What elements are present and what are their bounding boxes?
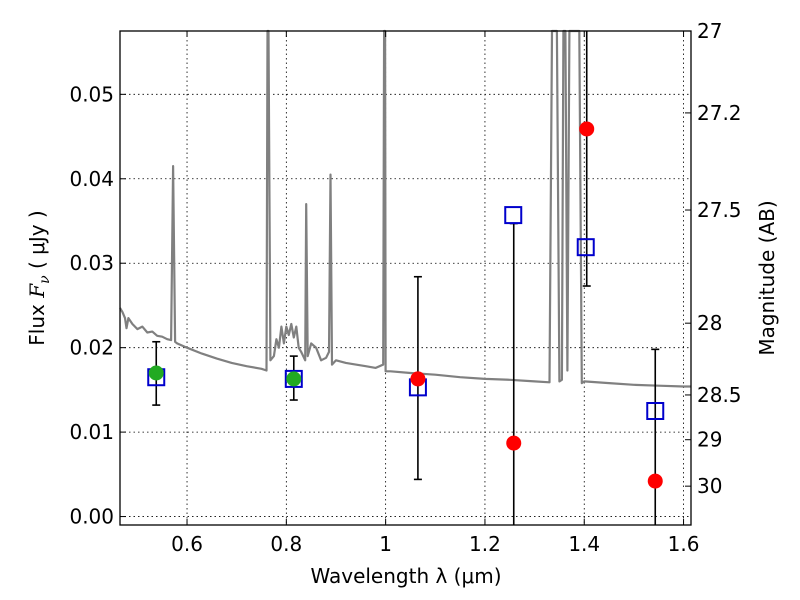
detection-point: [286, 371, 302, 387]
y-tick-label: 0.05: [69, 82, 114, 106]
x-tick-label: 1.6: [668, 532, 700, 556]
x-tick-label: 1.4: [568, 532, 600, 556]
model-photometry-square: [646, 402, 665, 420]
model-spectrum-line: [119, 29, 691, 388]
x-tick-label: 0.8: [270, 532, 302, 556]
model-spectrum: [119, 29, 691, 388]
flux-point: [506, 435, 522, 451]
right-tick-label: 27: [697, 19, 722, 43]
x-axis-title: Wavelength λ (μm): [310, 564, 501, 588]
plot-frame: [119, 30, 692, 526]
ticks: [120, 30, 691, 525]
detection-point: [148, 365, 164, 381]
right-tick-label: 29: [697, 428, 722, 452]
grid: [120, 31, 691, 525]
y-tick-label: 0.00: [69, 505, 114, 529]
x-tick-label: 1: [379, 532, 392, 556]
right-tick-label: 28: [697, 311, 722, 335]
right-tick-label: 27.5: [697, 198, 742, 222]
flux-point: [410, 371, 426, 387]
y-tick-label: 0.03: [69, 251, 114, 275]
model-photometry-square: [284, 369, 303, 388]
tick-labels: 0.6 0.8 1 1.2 1.4 1.6 0.00 0.01 0.02 0.03 0.04 0.05…: [69, 19, 741, 556]
right-tick-label: 30: [697, 474, 722, 498]
model-photometry-square: [576, 238, 595, 257]
y-axis-title: Flux Fν ( μJy ): [25, 210, 53, 345]
y-tick-label: 0.04: [69, 167, 114, 191]
right-tick-label: 27.2: [697, 101, 742, 125]
x-tick-label: 1.2: [469, 532, 501, 556]
y-tick-label: 0.01: [69, 420, 114, 444]
x-tick-label: 0.6: [171, 532, 203, 556]
y-tick-label: 0.02: [69, 336, 114, 360]
flux-point: [579, 121, 595, 137]
right-axis-title: Magnitude (AB): [755, 200, 779, 355]
right-tick-label: 28.5: [697, 383, 742, 407]
markers: [147, 121, 665, 489]
errorbars: [152, 31, 660, 525]
model-photometry-square: [504, 206, 523, 225]
flux-point: [647, 473, 663, 489]
